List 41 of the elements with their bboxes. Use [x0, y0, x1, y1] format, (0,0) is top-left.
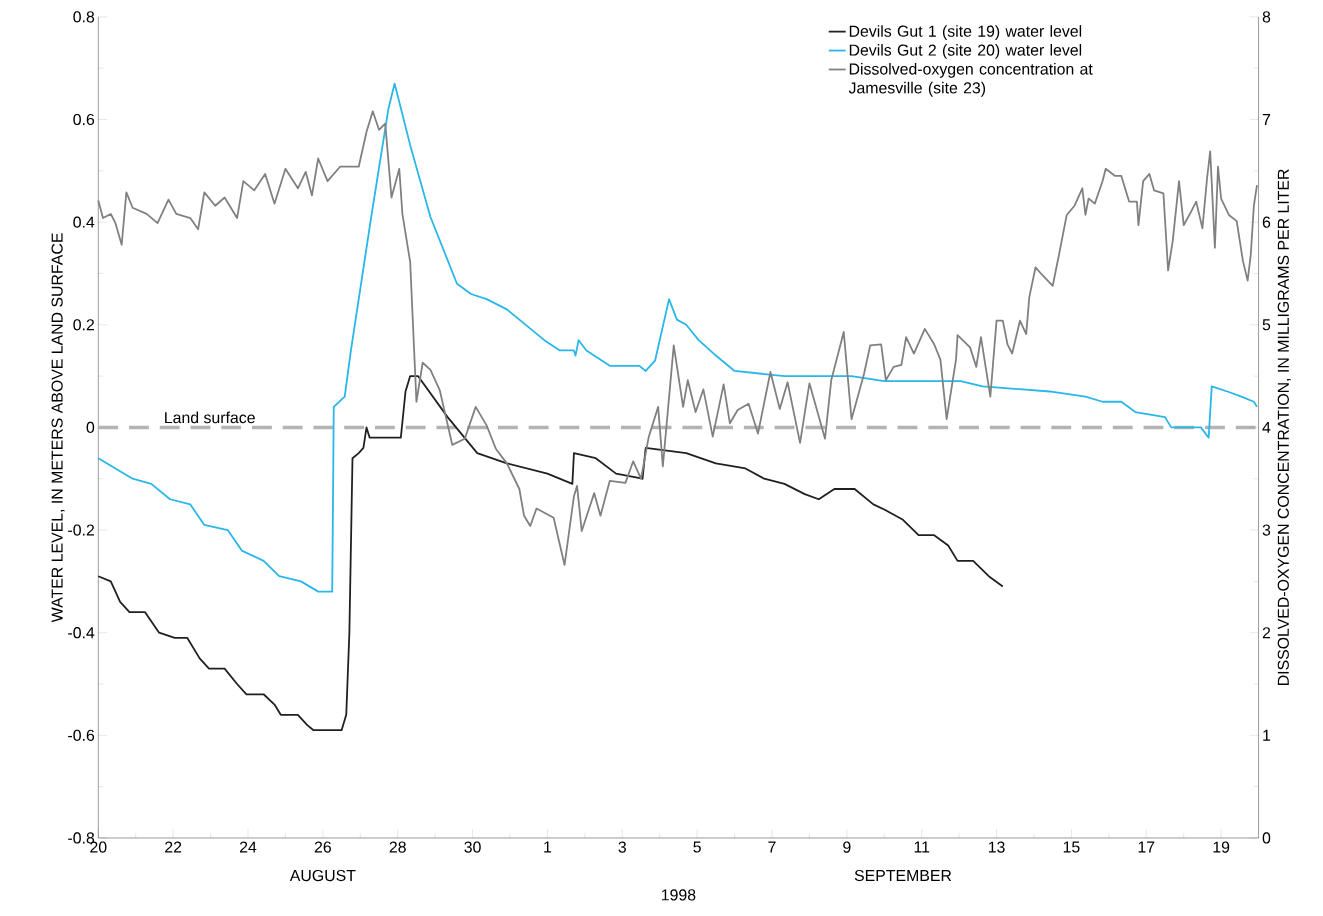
- legend-label: Devils Gut 1 (site 19) water level: [849, 24, 1082, 40]
- ref-line-label: Land surface: [165, 411, 255, 424]
- x-tick-label: 3: [618, 841, 626, 853]
- x-tick-label: 24: [239, 841, 257, 853]
- x-tick-label: 1: [544, 841, 552, 853]
- y-tick-label: 0.4: [73, 216, 95, 228]
- y2-tick-label: 3: [1262, 524, 1271, 536]
- x-tick-label: 17: [1138, 841, 1155, 853]
- x-tick-label: 15: [1063, 841, 1080, 853]
- y2-tick-label: 1: [1263, 729, 1271, 741]
- y-tick-label: -0.6: [68, 729, 95, 741]
- x-tick-label: 11: [914, 841, 930, 853]
- x-tick-label: 9: [843, 841, 851, 853]
- y2-tick-label: 4: [1262, 421, 1271, 433]
- y-tick-label: -0.4: [68, 626, 95, 639]
- legend-label: Dissolved-oxygen concentration at Jamesville (site 23): [848, 62, 1093, 97]
- x-tick-label: 22: [165, 841, 182, 853]
- text: SEPTEMBER: [854, 869, 952, 881]
- x-tick-label: 7: [768, 841, 776, 853]
- y-axis-title: WATER LEVEL, IN METERS ABOVE LAND SURFACE: [51, 233, 65, 623]
- y-tick-label: -0.2: [68, 524, 94, 536]
- x-tick-label: 5: [693, 841, 701, 853]
- y-tick-label: 0.2: [73, 319, 94, 331]
- text: AUGUST: [289, 869, 356, 881]
- y2-tick-label: 7: [1262, 113, 1271, 125]
- legend-label: Devils Gut 2 (site 20) water level: [849, 43, 1082, 59]
- y2-tick-label: 6: [1262, 216, 1271, 228]
- x-tick-label: 13: [988, 841, 1005, 853]
- x-tick-label: 26: [314, 841, 331, 853]
- y-tick-label: 0: [86, 421, 95, 433]
- y2-tick-label: 8: [1262, 11, 1271, 23]
- y2-tick-label: 5: [1262, 319, 1271, 331]
- x-axis-title: 1998: [661, 889, 696, 901]
- y-tick-label: 0.8: [73, 11, 95, 23]
- y2-tick-label: 2: [1262, 627, 1271, 639]
- y2-tick-label: 0: [1262, 832, 1271, 844]
- y-tick-label: 0.6: [73, 113, 95, 125]
- x-tick-label: 28: [389, 841, 406, 853]
- y2-axis-title: DISSOLVED-OXYGEN CONCENTRATION, IN MILLIGRAMS PER LITER: [1277, 169, 1291, 685]
- x-tick-label: 30: [464, 841, 481, 853]
- x-tick-label: 19: [1213, 841, 1230, 853]
